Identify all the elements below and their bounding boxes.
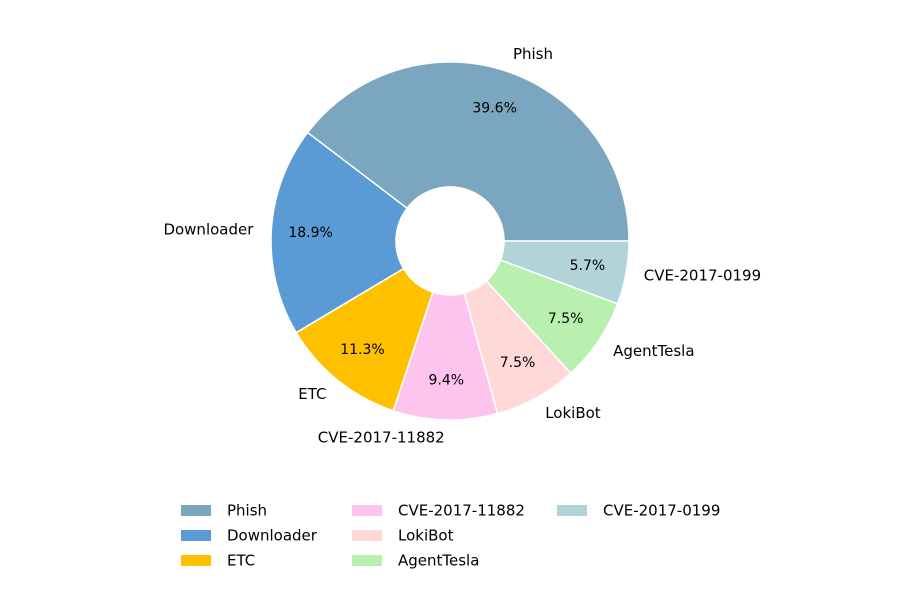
legend-entry-cve-2017-0199: CVE-2017-0199 [557,502,720,520]
percent-label-lokibot: 7.5% [500,355,536,371]
slice-label-cve-2017-11882: CVE-2017-11882 [318,428,445,446]
percent-label-downloader: 18.9% [288,225,332,241]
percent-label-phish: 39.6% [472,101,516,117]
legend-label-lokibot: LokiBot [398,527,454,545]
legend-label-downloader: Downloader [227,527,318,545]
percent-label-etc: 11.3% [340,342,384,358]
legend-label-cve-2017-0199: CVE-2017-0199 [603,502,720,520]
slice-cve-2017-0199 [499,240,630,305]
legend-swatch-lokibot [352,530,382,541]
legend-entry-phish: Phish [181,502,267,520]
slice-percent-labels: 39.6% 18.9% 11.3% 9.4% 7.5% 7.5% 5.7% [288,101,605,389]
legend-label-phish: Phish [227,502,267,520]
slice-label-lokibot: LokiBot [545,404,601,422]
percent-label-agenttesla: 7.5% [548,311,584,327]
legend-label-cve-2017-11882: CVE-2017-11882 [398,502,525,520]
slice-phish [306,61,630,242]
slice-label-agenttesla: AgentTesla [613,342,694,360]
legend-entry-etc: ETC [181,552,255,570]
slice-labels: Phish Downloader ETC CVE-2017-11882 LokiBot A… [163,45,761,446]
legend-swatch-cve-2017-11882 [352,505,382,516]
legend-swatch-downloader [181,530,211,541]
legend-entry-cve-2017-11882: CVE-2017-11882 [352,502,525,520]
slice-label-etc: ETC [298,385,326,403]
legend-entry-lokibot: LokiBot [352,527,454,545]
legend-entry-downloader: Downloader [181,527,318,545]
legend: Phish Downloader ETC CVE-2017-11882 LokiBot A… [181,502,720,570]
percent-label-cve-2017-11882: 9.4% [428,373,464,389]
slice-label-cve-2017-0199: CVE-2017-0199 [644,267,761,285]
percent-label-cve-2017-0199: 5.7% [570,258,606,274]
slice-label-phish: Phish [513,45,553,63]
slice-label-downloader: Downloader [163,220,254,238]
legend-swatch-etc [181,555,211,566]
legend-swatch-phish [181,505,211,516]
pie-slices [270,61,630,421]
slice-etc [295,267,434,412]
legend-swatch-cve-2017-0199 [557,505,587,516]
legend-label-agenttesla: AgentTesla [398,552,479,570]
slice-downloader [270,131,409,334]
legend-entry-agenttesla: AgentTesla [352,552,479,570]
legend-swatch-agenttesla [352,555,382,566]
legend-label-etc: ETC [227,552,255,570]
